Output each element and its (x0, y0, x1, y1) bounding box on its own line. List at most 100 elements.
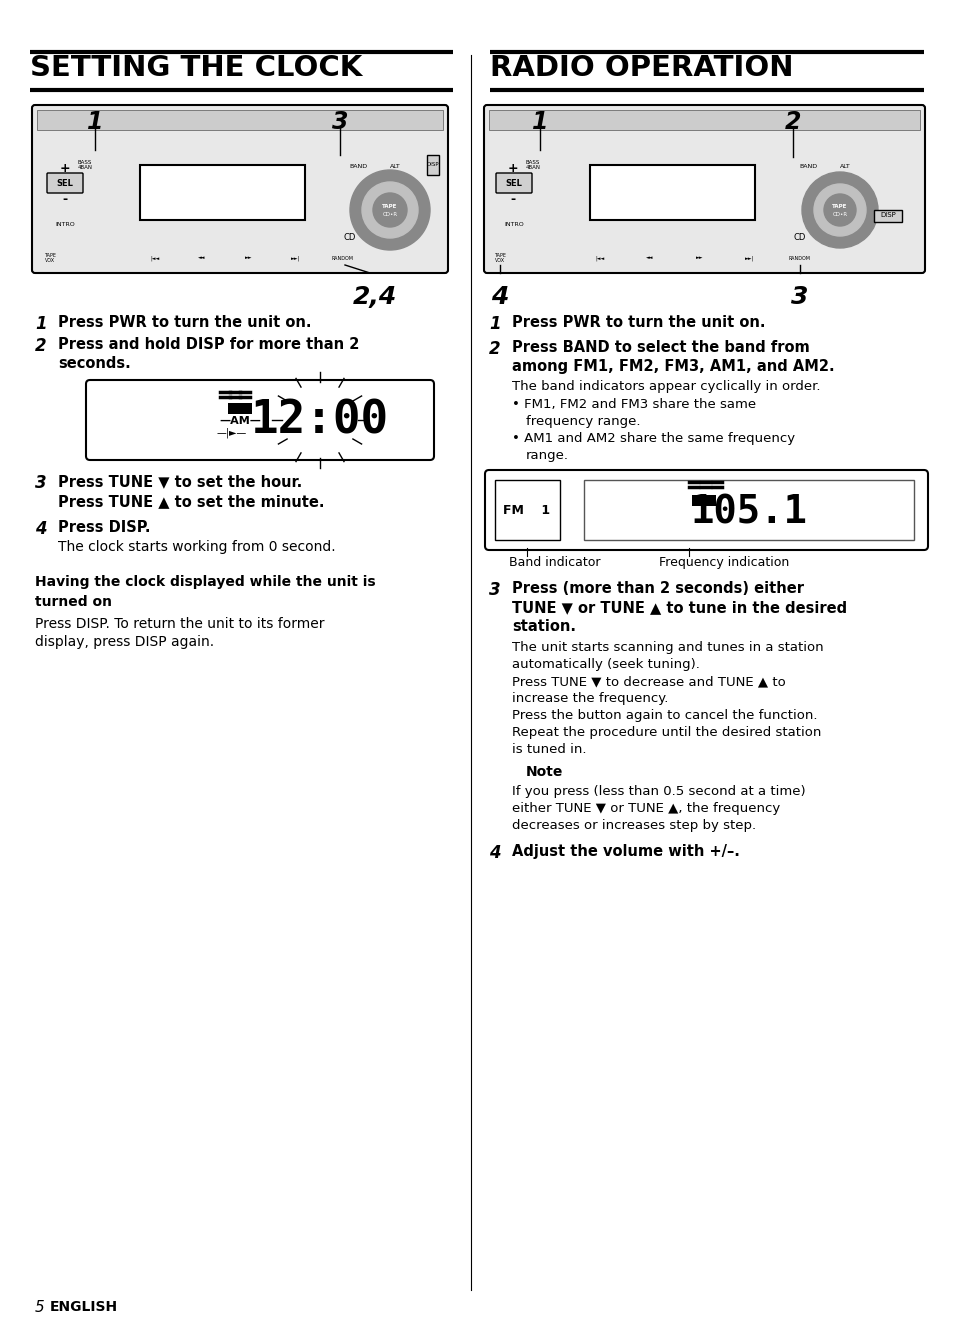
Text: Press DISP.: Press DISP. (58, 520, 151, 535)
Text: FM    1: FM 1 (503, 504, 550, 516)
Text: Adjust the volume with +/–.: Adjust the volume with +/–. (512, 844, 740, 858)
Text: station.: station. (512, 619, 576, 634)
Text: The band indicators appear cyclically in order.: The band indicators appear cyclically in… (512, 380, 820, 393)
Text: SEL: SEL (56, 179, 73, 187)
Text: Press BAND to select the band from: Press BAND to select the band from (512, 340, 809, 356)
Text: • FM1, FM2 and FM3 share the same: • FM1, FM2 and FM3 share the same (512, 398, 756, 410)
Text: display, press DISP again.: display, press DISP again. (35, 635, 213, 648)
Bar (489, 110, 919, 130)
Text: Press TUNE ▲ to set the minute.: Press TUNE ▲ to set the minute. (58, 493, 324, 509)
Circle shape (813, 185, 865, 237)
Text: RANDOM: RANDOM (788, 255, 810, 261)
Text: 1: 1 (87, 110, 103, 134)
Text: —|►—: —|►— (216, 428, 247, 439)
Bar (37, 110, 442, 130)
Text: Press and hold DISP for more than 2: Press and hold DISP for more than 2 (58, 337, 359, 352)
FancyBboxPatch shape (32, 106, 448, 273)
Text: 3: 3 (489, 582, 500, 599)
Text: If you press (less than 0.5 second at a time): If you press (less than 0.5 second at a … (512, 785, 804, 798)
FancyBboxPatch shape (483, 106, 924, 273)
Text: Having the clock displayed while the unit is: Having the clock displayed while the uni… (35, 575, 375, 590)
Text: Press TUNE ▼ to decrease and TUNE ▲ to: Press TUNE ▼ to decrease and TUNE ▲ to (512, 675, 785, 689)
Text: 5: 5 (35, 1300, 45, 1316)
Text: Press PWR to turn the unit on.: Press PWR to turn the unit on. (512, 316, 764, 330)
Text: 2: 2 (35, 337, 47, 356)
Text: 3: 3 (790, 285, 808, 309)
Text: 105.1: 105.1 (690, 493, 806, 531)
Text: DISP: DISP (426, 163, 438, 167)
Circle shape (373, 193, 407, 227)
FancyBboxPatch shape (496, 172, 532, 193)
Text: 1: 1 (35, 316, 47, 333)
Text: 1: 1 (489, 316, 500, 333)
Text: frequency range.: frequency range. (525, 414, 639, 428)
Text: RADIO OPERATION: RADIO OPERATION (490, 53, 793, 82)
Text: TAPE
VOX: TAPE VOX (44, 253, 56, 263)
Text: CD: CD (343, 234, 355, 242)
Text: ◄◄: ◄◄ (198, 255, 206, 261)
Text: • AM1 and AM2 share the same frequency: • AM1 and AM2 share the same frequency (512, 432, 794, 445)
Circle shape (823, 194, 855, 226)
Text: is tuned in.: is tuned in. (512, 743, 586, 755)
Bar (873, 210, 901, 222)
Text: 3: 3 (35, 475, 47, 492)
Text: TUNE ▼ or TUNE ▲ to tune in the desired: TUNE ▼ or TUNE ▲ to tune in the desired (512, 600, 846, 615)
FancyBboxPatch shape (484, 471, 927, 550)
Text: CD•R: CD•R (832, 213, 846, 218)
Text: ◄◄: ◄◄ (645, 255, 653, 261)
Text: ENGLISH: ENGLISH (50, 1300, 118, 1314)
Text: VOL: VOL (693, 496, 714, 505)
Text: RANDOM: RANDOM (332, 255, 354, 261)
Text: range.: range. (525, 449, 568, 463)
Text: 4: 4 (491, 285, 508, 309)
Text: 4: 4 (35, 520, 47, 537)
Text: 2: 2 (489, 340, 500, 358)
Circle shape (361, 182, 417, 238)
Text: Frequency indication: Frequency indication (659, 556, 788, 570)
Text: |◄◄: |◄◄ (595, 255, 604, 261)
FancyBboxPatch shape (47, 172, 83, 193)
Text: +: + (60, 162, 71, 175)
Text: Repeat the procedure until the desired station: Repeat the procedure until the desired s… (512, 726, 821, 739)
Text: -: - (510, 194, 515, 206)
Text: -: - (62, 194, 68, 206)
Text: |◄◄: |◄◄ (151, 255, 159, 261)
Text: 12:00: 12:00 (251, 398, 389, 444)
Text: BAND: BAND (798, 164, 816, 170)
Text: 4: 4 (489, 844, 500, 862)
Text: DISP: DISP (880, 213, 895, 218)
Text: decreases or increases step by step.: decreases or increases step by step. (512, 820, 756, 832)
Text: INTRO: INTRO (503, 222, 523, 227)
Text: —AM—: —AM— (219, 416, 261, 427)
Text: +: + (507, 162, 517, 175)
Text: either TUNE ▼ or TUNE ▲, the frequency: either TUNE ▼ or TUNE ▲, the frequency (512, 802, 780, 816)
Text: Press (more than 2 seconds) either: Press (more than 2 seconds) either (512, 582, 803, 596)
Text: turned on: turned on (35, 595, 112, 608)
Text: SETTING THE CLOCK: SETTING THE CLOCK (30, 53, 362, 82)
Text: CD•R: CD•R (382, 213, 397, 218)
Text: BASS
4BAN: BASS 4BAN (525, 159, 540, 170)
Text: ALT: ALT (389, 164, 400, 170)
Text: Note: Note (525, 765, 563, 779)
Text: ►►|: ►►| (291, 255, 300, 261)
Text: TAPE
VOX: TAPE VOX (494, 253, 505, 263)
Text: ALT: ALT (839, 164, 849, 170)
Circle shape (801, 172, 877, 247)
Text: ►►: ►► (696, 255, 703, 261)
Text: ►►: ►► (245, 255, 253, 261)
Text: CD: CD (793, 234, 805, 242)
Bar (427, 155, 438, 175)
Text: Press PWR to turn the unit on.: Press PWR to turn the unit on. (58, 316, 312, 330)
Text: BAND: BAND (349, 164, 367, 170)
Text: 3: 3 (332, 110, 348, 134)
FancyBboxPatch shape (86, 380, 434, 460)
Text: SEL: SEL (505, 179, 522, 187)
Text: 2,4: 2,4 (353, 285, 396, 309)
Text: seconds.: seconds. (58, 356, 131, 370)
Bar (495, 480, 559, 540)
Text: INTRO: INTRO (55, 222, 74, 227)
Text: The clock starts working from 0 second.: The clock starts working from 0 second. (58, 540, 335, 554)
Text: TAPE: TAPE (831, 203, 847, 209)
Bar (589, 164, 754, 221)
Text: 2: 2 (784, 110, 801, 134)
